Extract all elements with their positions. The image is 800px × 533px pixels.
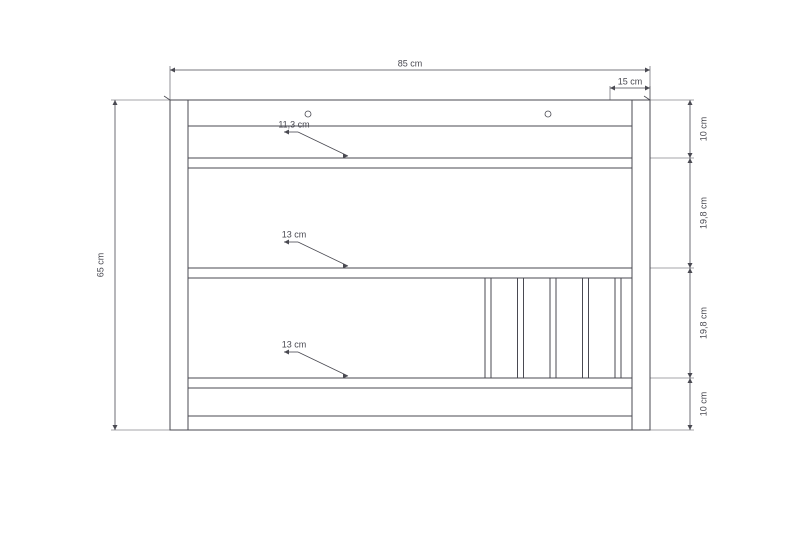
svg-text:65 cm: 65 cm — [95, 253, 105, 278]
svg-text:85 cm: 85 cm — [398, 58, 423, 68]
svg-text:19,8 cm: 19,8 cm — [698, 307, 708, 339]
svg-text:13 cm: 13 cm — [282, 229, 307, 239]
svg-text:10 cm: 10 cm — [698, 392, 708, 417]
technical-drawing: 85 cm 15 cm 65 cm 10 cm 19,8 cm 19,8 cm 10 cm 1… — [0, 0, 800, 533]
svg-text:19,8 cm: 19,8 cm — [698, 197, 708, 229]
svg-text:13 cm: 13 cm — [282, 339, 307, 349]
svg-text:11,3 cm: 11,3 cm — [278, 119, 309, 129]
svg-text:10 cm: 10 cm — [698, 117, 708, 142]
svg-text:15 cm: 15 cm — [618, 76, 643, 86]
